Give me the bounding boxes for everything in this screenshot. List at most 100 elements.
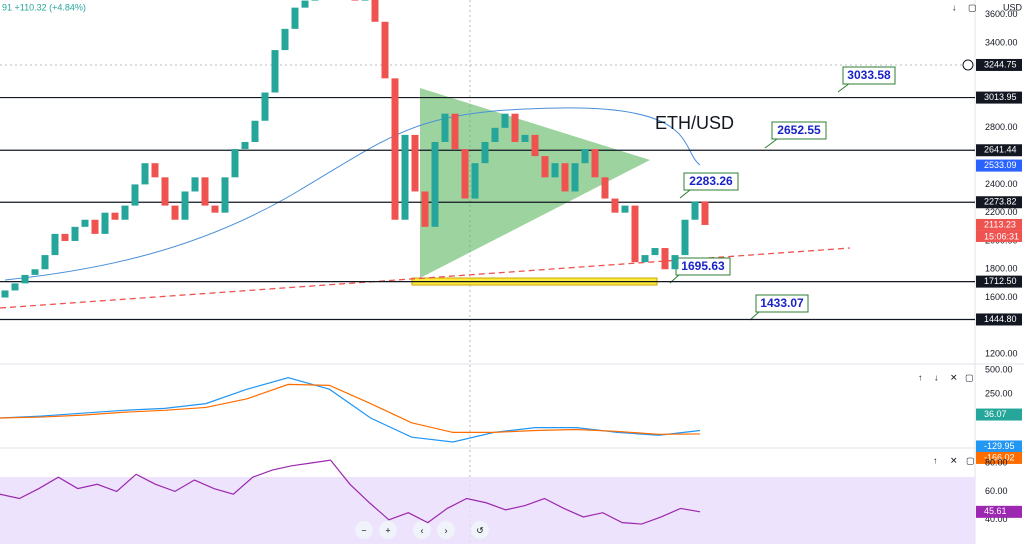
candle (91, 219, 99, 234)
countdown: 15:06:31 (984, 231, 1019, 241)
price-axis-label: 1600.00 (985, 292, 1018, 302)
candle (391, 78, 399, 220)
macd-line (0, 377, 701, 443)
svg-text:▢: ▢ (965, 372, 974, 382)
candle (361, 0, 369, 1)
price-tag (976, 313, 1022, 326)
rsi-axis-label: 80.00 (985, 457, 1008, 467)
candle (401, 134, 409, 220)
macd-tag (976, 440, 1022, 453)
annotation-label: 2652.55 (777, 123, 821, 137)
candle (61, 233, 69, 241)
candle (311, 0, 319, 1)
candle (351, 0, 359, 1)
candle (11, 283, 19, 291)
candle (691, 201, 699, 220)
candle (611, 198, 619, 213)
candle (411, 134, 419, 192)
annotation: 1433.07 (749, 294, 809, 321)
candle (571, 163, 579, 192)
price-tag (976, 159, 1022, 172)
svg-text:↓: ↓ (952, 2, 957, 12)
candle (501, 113, 509, 128)
annotation-label: 1433.07 (760, 296, 804, 310)
candle (671, 255, 679, 270)
candle (21, 274, 29, 284)
price-tag-label: 2113.23 (984, 219, 1016, 229)
rsi-tag-label: 45.61 (984, 506, 1007, 516)
price-tag (976, 144, 1022, 157)
ticker-change: 91 +110.32 (+4.84%) (2, 2, 86, 12)
candle (211, 205, 219, 213)
candle (81, 219, 89, 227)
candle (421, 191, 429, 227)
candle (451, 113, 459, 150)
price-axis-label: 2200.00 (985, 207, 1018, 217)
candle (191, 177, 199, 192)
candle (221, 177, 229, 213)
countdown-bg (976, 230, 1022, 242)
annotation: 2283.26 (679, 172, 739, 199)
rsi-tag (976, 505, 1022, 518)
price-tag (976, 196, 1022, 209)
candle (121, 205, 129, 220)
macd-axis-label: 500.00 (985, 364, 1013, 374)
triangle-pattern (420, 88, 650, 278)
candle (701, 201, 709, 225)
annotation-label: 3033.58 (847, 68, 891, 82)
macd-tag-label: -166.02 (984, 452, 1015, 462)
price-tag (976, 58, 1022, 71)
svg-text:✕: ✕ (950, 372, 958, 382)
candle (651, 248, 659, 256)
candle (481, 141, 489, 164)
candle (631, 205, 639, 263)
macd-tag (976, 451, 1022, 464)
price-tag-label: 3013.95 (984, 92, 1017, 102)
svg-text:↑: ↑ (918, 372, 923, 382)
price-axis-label: 2800.00 (985, 122, 1018, 132)
candle (71, 226, 79, 241)
candle (371, 0, 379, 22)
candle (261, 92, 269, 121)
candle (521, 134, 529, 142)
annotation: 2652.55 (764, 121, 827, 149)
candle (111, 212, 119, 220)
candle (511, 113, 519, 142)
candle (561, 163, 569, 192)
candle (471, 163, 479, 199)
candle (241, 141, 249, 150)
price-axis-label: 1200.00 (985, 348, 1018, 358)
candle (181, 191, 189, 220)
price-axis-label: 2400.00 (985, 179, 1018, 189)
macd-tag-label: -129.95 (984, 441, 1015, 451)
price-tag-label: 1712.50 (984, 276, 1017, 286)
candle (171, 205, 179, 220)
price-axis-label: 1800.00 (985, 264, 1018, 274)
svg-text:▢: ▢ (966, 455, 975, 465)
candle (31, 269, 39, 275)
candle (461, 149, 469, 199)
candle (251, 120, 259, 142)
currency[interactable]: USD (1003, 2, 1023, 12)
price-tag (976, 275, 1022, 288)
candle (551, 163, 559, 178)
candle (41, 255, 49, 270)
rsi-line (0, 459, 701, 525)
candle (681, 219, 689, 256)
svg-text:↑: ↑ (933, 455, 938, 465)
price-tag-label: 1444.80 (984, 314, 1017, 324)
price-axis-label: 3600.00 (985, 9, 1018, 19)
nav-buttons[interactable]: − + ‹ › ↺ (355, 521, 489, 539)
svg-text:+: + (385, 525, 390, 535)
candle (601, 177, 609, 199)
candle (531, 134, 539, 157)
price-axis-label: 3400.00 (985, 37, 1018, 47)
pane-controls[interactable]: ↑ ↓ ✕ ▢ ↑ ✕ ▢ ↓ ▢ (918, 2, 977, 465)
price-tag-label: 2533.09 (984, 160, 1017, 170)
price-tag-label: 2641.44 (984, 145, 1017, 155)
candle (1, 290, 9, 298)
candle (101, 212, 109, 234)
chart-title: ETH/USD (655, 113, 734, 133)
candle (301, 0, 309, 8)
